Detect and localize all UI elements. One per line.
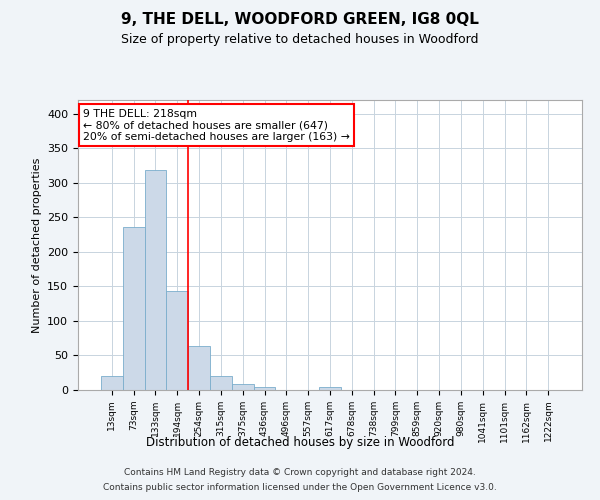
Bar xyxy=(188,346,210,390)
Text: Distribution of detached houses by size in Woodford: Distribution of detached houses by size … xyxy=(146,436,454,449)
Bar xyxy=(254,386,275,390)
Text: Contains public sector information licensed under the Open Government Licence v3: Contains public sector information licen… xyxy=(103,483,497,492)
Bar xyxy=(123,227,145,390)
Bar xyxy=(166,292,188,390)
Text: 9, THE DELL, WOODFORD GREEN, IG8 0QL: 9, THE DELL, WOODFORD GREEN, IG8 0QL xyxy=(121,12,479,28)
Bar xyxy=(319,386,341,390)
Text: Size of property relative to detached houses in Woodford: Size of property relative to detached ho… xyxy=(121,32,479,46)
Bar xyxy=(232,384,254,390)
Y-axis label: Number of detached properties: Number of detached properties xyxy=(32,158,41,332)
Text: Contains HM Land Registry data © Crown copyright and database right 2024.: Contains HM Land Registry data © Crown c… xyxy=(124,468,476,477)
Bar xyxy=(145,170,166,390)
Text: 9 THE DELL: 218sqm
← 80% of detached houses are smaller (647)
20% of semi-detach: 9 THE DELL: 218sqm ← 80% of detached hou… xyxy=(83,108,350,142)
Bar xyxy=(101,376,123,390)
Bar xyxy=(210,376,232,390)
